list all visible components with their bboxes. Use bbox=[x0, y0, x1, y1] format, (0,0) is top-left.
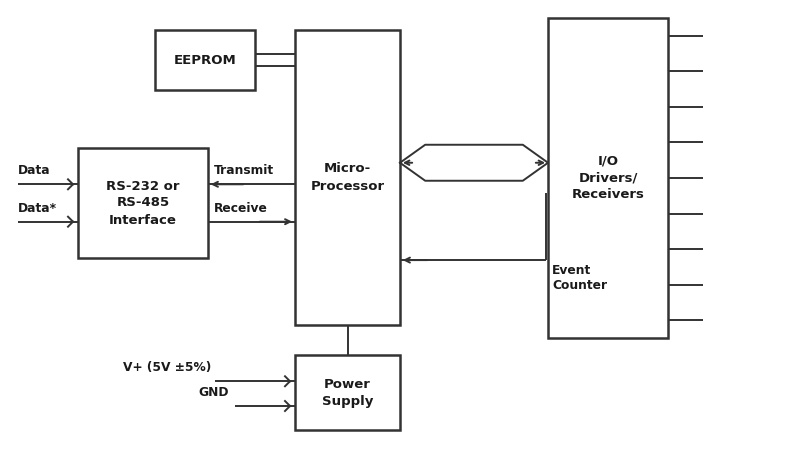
Text: Event
Counter: Event Counter bbox=[552, 264, 607, 292]
Bar bbox=[295, 30, 400, 325]
Bar bbox=[295, 355, 400, 430]
Text: Transmit: Transmit bbox=[214, 164, 274, 177]
Text: GND: GND bbox=[199, 386, 229, 399]
Text: Micro-
Processor: Micro- Processor bbox=[310, 163, 385, 193]
Text: Power
Supply: Power Supply bbox=[322, 377, 373, 407]
Text: Receive: Receive bbox=[214, 202, 268, 215]
Text: RS-232 or
RS-485
Interface: RS-232 or RS-485 Interface bbox=[106, 180, 180, 226]
Text: I/O
Drivers/
Receivers: I/O Drivers/ Receivers bbox=[572, 155, 645, 201]
Text: V+ (5V ±5%): V+ (5V ±5%) bbox=[123, 361, 211, 374]
Bar bbox=[548, 18, 668, 338]
Bar bbox=[78, 148, 208, 258]
Text: EEPROM: EEPROM bbox=[173, 54, 236, 67]
Text: Data: Data bbox=[18, 164, 51, 177]
Text: Data*: Data* bbox=[18, 202, 57, 215]
Bar bbox=[155, 30, 255, 90]
